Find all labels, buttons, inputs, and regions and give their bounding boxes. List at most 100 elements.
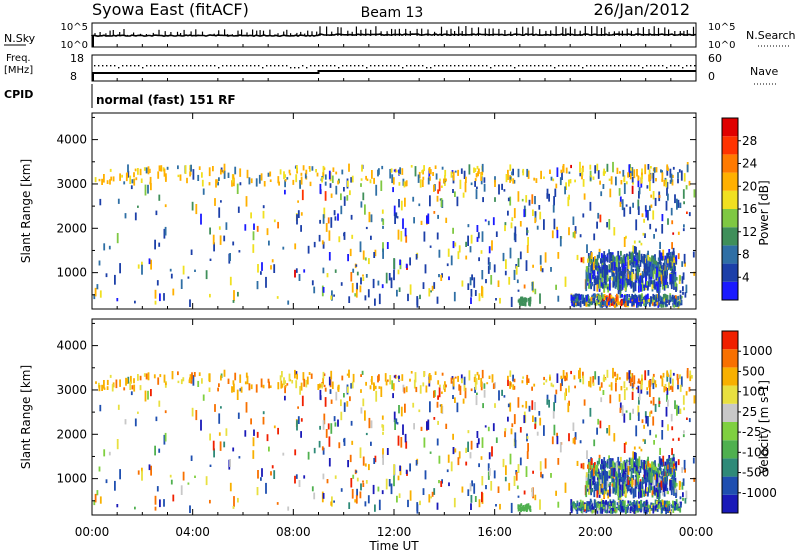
velocity-echo — [666, 388, 669, 395]
velocity-cluster — [648, 480, 651, 485]
velocity-echo — [303, 475, 306, 479]
velocity-cluster — [675, 489, 677, 498]
power-echo — [268, 240, 270, 246]
velocity-echo — [393, 411, 396, 423]
velocity-echo — [261, 468, 263, 477]
power-echo — [330, 295, 333, 300]
velocity-echo-band — [566, 374, 568, 378]
velocity-near-range — [582, 505, 585, 508]
power-echo — [356, 282, 358, 291]
cpid-label: CPID — [4, 88, 33, 101]
power-cluster — [655, 273, 658, 281]
velocity-echo — [693, 395, 696, 404]
velocity-echo — [438, 387, 441, 398]
velocity-cluster — [662, 470, 665, 476]
power-echo — [397, 269, 400, 275]
power-echo — [276, 296, 279, 299]
power-echo — [270, 265, 272, 270]
nsky-label: N.Sky — [4, 32, 36, 45]
power-echo — [365, 226, 368, 230]
velocity-echo — [409, 490, 412, 501]
power-echo-band — [160, 165, 163, 172]
velocity-cluster — [626, 485, 629, 492]
power-near-range — [603, 296, 606, 300]
power-echo — [608, 249, 610, 255]
velocity-echo — [487, 471, 490, 480]
power-near-range — [612, 298, 615, 302]
velocity-echo — [328, 436, 331, 447]
velocity-echo — [473, 483, 476, 494]
power-echo — [679, 275, 681, 281]
power-echo — [399, 259, 401, 266]
nave-dot — [254, 65, 256, 67]
power-echo — [526, 245, 529, 253]
power-echo — [147, 184, 149, 194]
velocity-cluster — [608, 483, 611, 487]
power-echo — [373, 252, 376, 258]
velocity-echo-band — [378, 386, 381, 389]
velocity-cluster — [630, 458, 633, 470]
velocity-cluster — [615, 471, 618, 477]
power-echo-band — [133, 172, 135, 178]
velocity-echo — [164, 410, 167, 414]
power-colorbar-swatch — [722, 263, 738, 282]
velocity-echo-band — [246, 375, 249, 385]
velocity-echo — [488, 468, 491, 476]
nave-dot — [98, 65, 100, 67]
power-echo — [597, 170, 600, 179]
velocity-echo-band — [626, 372, 629, 380]
power-near-range — [611, 297, 614, 302]
power-near-range — [574, 293, 577, 299]
velocity-near-range — [663, 508, 665, 512]
velocity-echo — [99, 496, 102, 504]
power-echo — [511, 217, 514, 222]
power-echo — [141, 264, 143, 275]
power-echo-band — [103, 174, 105, 183]
power-echo — [593, 233, 596, 241]
power-echo — [608, 219, 611, 230]
power-echo-band — [632, 182, 634, 185]
velocity-cluster — [639, 466, 642, 473]
velocity-echo-band — [492, 383, 495, 389]
velocity-echo-band — [629, 378, 632, 387]
velocity-cluster — [661, 478, 664, 488]
power-echo-band — [660, 169, 662, 173]
velocity-echo — [573, 436, 576, 445]
velocity-cluster — [632, 475, 635, 480]
power-echo — [517, 289, 520, 292]
power-echo — [362, 192, 365, 201]
velocity-echo-band — [95, 381, 97, 384]
power-near-range — [574, 299, 577, 303]
velocity-cluster — [636, 472, 639, 482]
velocity-echo-band — [582, 375, 585, 385]
power-echo — [402, 178, 405, 186]
velocity-colorbar-swatch — [722, 331, 738, 350]
power-echo — [582, 256, 585, 264]
velocity-echo-band — [392, 383, 395, 391]
power-colorbar-tick-label: 16 — [742, 202, 757, 216]
power-echo — [519, 221, 522, 227]
velocity-echo-band — [533, 383, 536, 387]
power-echo-band — [562, 165, 564, 172]
velocity-echo — [597, 418, 600, 425]
velocity-echo — [265, 482, 267, 494]
velocity-cluster — [622, 490, 625, 494]
power-echo-band — [348, 163, 350, 172]
velocity-echo — [465, 447, 467, 453]
velocity-near-range — [570, 509, 573, 514]
power-near-range — [677, 296, 680, 300]
velocity-echo — [688, 418, 691, 423]
power-echo — [394, 168, 397, 173]
power-near-range — [621, 294, 623, 298]
velocity-cluster — [650, 472, 652, 483]
velocity-cluster — [667, 463, 669, 470]
power-echo — [465, 241, 467, 247]
velocity-cluster — [620, 487, 623, 497]
power-cluster — [598, 265, 601, 271]
power-cluster — [596, 254, 599, 260]
power-echo — [514, 233, 517, 243]
nave-dot — [326, 65, 328, 67]
velocity-echo-band — [365, 381, 367, 386]
velocity-echo-band — [191, 372, 193, 379]
velocity-echo — [356, 488, 358, 497]
